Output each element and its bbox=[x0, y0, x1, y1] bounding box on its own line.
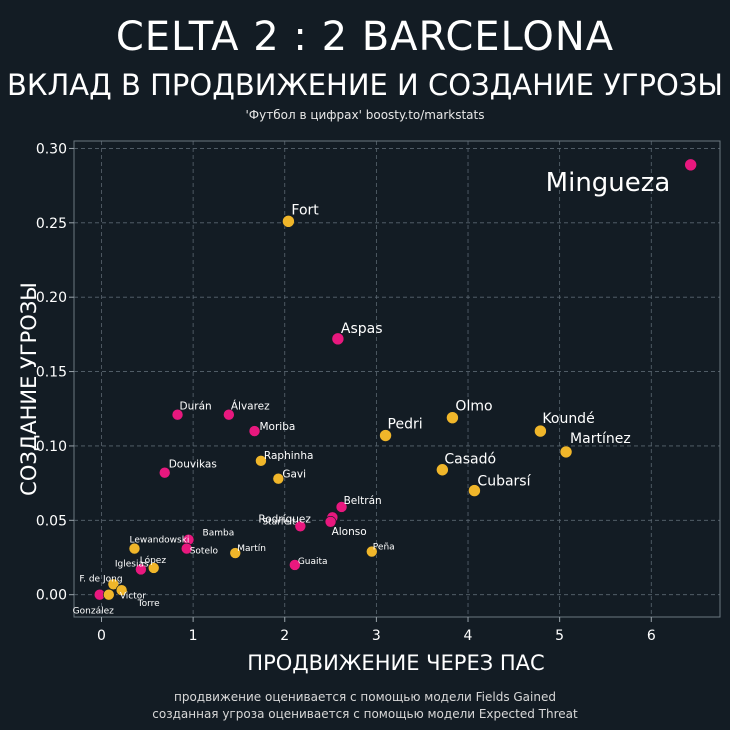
point-celta bbox=[180, 542, 193, 555]
point-label: Olmo bbox=[455, 399, 492, 415]
point-barcelona bbox=[229, 547, 242, 559]
point-label: Koundé bbox=[542, 411, 594, 427]
x-tick-label: 6 bbox=[647, 628, 656, 644]
point-label: Torre bbox=[137, 599, 161, 609]
data-points bbox=[93, 158, 697, 601]
point-barcelona bbox=[468, 484, 481, 497]
y-tick-label: 0.00 bbox=[36, 588, 67, 604]
point-label: Sotelo bbox=[190, 547, 219, 557]
point-barcelona bbox=[366, 545, 378, 558]
point-barcelona bbox=[103, 588, 115, 601]
point-barcelona bbox=[128, 542, 141, 555]
point-barcelona bbox=[147, 562, 160, 574]
point-label: Fort bbox=[291, 202, 319, 218]
x-tick-label: 0 bbox=[97, 628, 106, 644]
point-barcelona bbox=[379, 429, 392, 442]
y-axis-label: СОЗДАНИЕ УГРОЗЫ bbox=[17, 282, 41, 496]
data-labels: Mingueza Aspas Durán Álvarez Moriba Douvikas B… bbox=[73, 168, 671, 617]
point-barcelona bbox=[446, 411, 459, 424]
point-barcelona bbox=[272, 472, 285, 485]
point-label: Martín bbox=[237, 544, 266, 554]
point-barcelona bbox=[255, 455, 267, 467]
x-tick-label: 4 bbox=[464, 628, 473, 644]
point-label: Peña bbox=[373, 543, 395, 553]
x-tick-label: 3 bbox=[372, 628, 381, 644]
point-barcelona bbox=[534, 424, 547, 438]
point-label: Alonso bbox=[332, 526, 367, 538]
chart-title: CELTA 2 : 2 BARCELONA bbox=[115, 14, 615, 60]
point-label: Iglesias bbox=[115, 559, 149, 569]
y-tick-label: 0.25 bbox=[36, 216, 67, 232]
source-credit: 'Футбол в цифрах' boosty.to/markstats bbox=[245, 108, 485, 122]
point-label: Moriba bbox=[260, 421, 296, 433]
point-celta bbox=[135, 563, 147, 576]
point-label: Douvikas bbox=[169, 459, 217, 471]
point-barcelona bbox=[559, 445, 573, 459]
point-label: Durán bbox=[180, 401, 212, 413]
point-celta bbox=[294, 520, 307, 533]
point-label: Aspas bbox=[341, 321, 383, 337]
point-label: Pedri bbox=[388, 417, 423, 433]
point-label: Mingueza bbox=[546, 168, 671, 198]
x-axis-label: ПРОДВИЖЕНИЕ ЧЕРЕЗ ПАС bbox=[247, 651, 544, 675]
point-label: López bbox=[140, 555, 167, 566]
point-label: Casadó bbox=[444, 452, 496, 468]
footnote-expected-threat: созданная угроза оценивается с помощью м… bbox=[152, 707, 578, 721]
point-label: Victor bbox=[120, 592, 146, 602]
point-label: Guaita bbox=[298, 557, 328, 567]
point-barcelona bbox=[282, 215, 295, 228]
y-tick-label: 0.10 bbox=[36, 439, 67, 455]
point-label: Bamba bbox=[203, 529, 235, 539]
point-celta bbox=[289, 559, 301, 571]
plot-frame bbox=[73, 140, 721, 618]
y-tick-label: 0.05 bbox=[36, 513, 67, 529]
grid-lines bbox=[74, 141, 720, 617]
point-barcelona bbox=[115, 584, 128, 597]
point-celta bbox=[331, 332, 345, 346]
point-label: F. de Jong bbox=[79, 574, 122, 584]
point-label: Martínez bbox=[570, 431, 631, 447]
axes: 0 1 2 3 4 5 6 0.00 0.05 0.10 0.15 0.20 0.25 0.30 bbox=[36, 140, 721, 644]
point-label: Rodríguez bbox=[258, 513, 311, 525]
point-celta bbox=[248, 425, 261, 437]
point-label: Raphinha bbox=[264, 450, 313, 462]
y-tick-label: 0.20 bbox=[36, 290, 67, 306]
y-tick-label: 0.30 bbox=[36, 141, 67, 157]
point-label: Starfelt bbox=[262, 517, 296, 527]
point-celta bbox=[324, 515, 337, 528]
x-tick-label: 5 bbox=[555, 628, 564, 644]
point-label: Cubarsí bbox=[477, 474, 531, 490]
point-label: Gavi bbox=[282, 469, 306, 481]
point-celta bbox=[684, 158, 697, 172]
point-barcelona bbox=[107, 578, 120, 591]
point-barcelona bbox=[436, 463, 449, 477]
point-celta bbox=[171, 408, 184, 421]
point-label: Lewandowski bbox=[129, 536, 189, 546]
point-label: Álvarez bbox=[231, 400, 270, 413]
point-celta bbox=[335, 501, 348, 513]
point-celta bbox=[223, 408, 235, 421]
chart-subtitle: ВКЛАД В ПРОДВИЖЕНИЕ И СОЗДАНИЕ УГРОЗЫ bbox=[6, 68, 724, 102]
y-tick-label: 0.15 bbox=[36, 365, 67, 381]
x-tick-label: 1 bbox=[189, 628, 198, 644]
footnote-fields-gained: продвижение оценивается с помощью модели… bbox=[174, 690, 556, 704]
point-celta bbox=[158, 466, 171, 479]
point-label: González bbox=[73, 607, 114, 617]
x-tick-label: 2 bbox=[280, 628, 289, 644]
point-label: Beltrán bbox=[344, 495, 382, 507]
